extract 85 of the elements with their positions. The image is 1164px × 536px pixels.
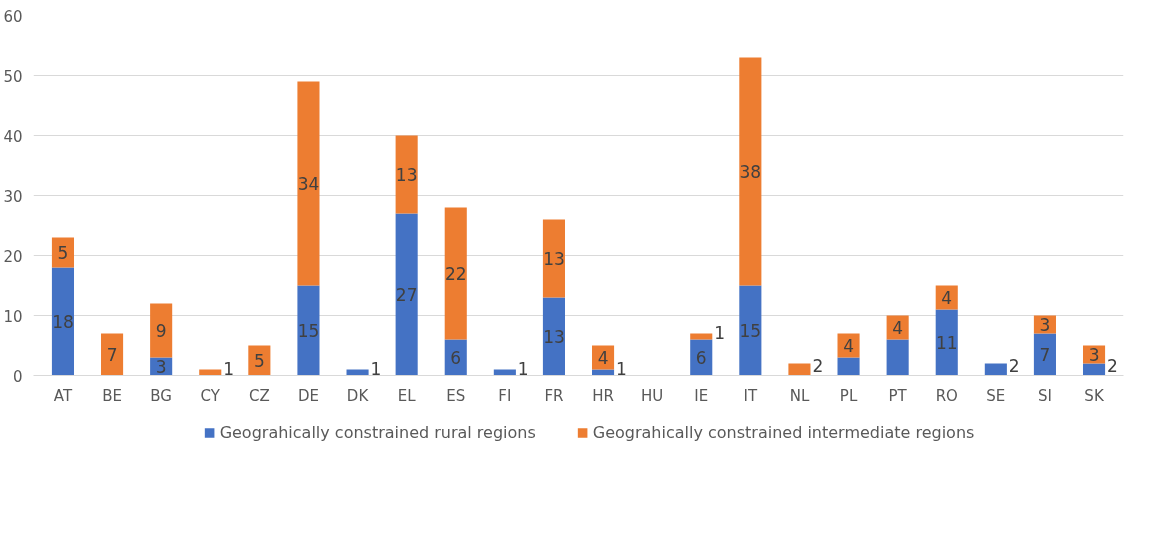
bar bbox=[395, 213, 418, 376]
x-tick-label: SK bbox=[1084, 386, 1105, 405]
data-label: 5 bbox=[253, 351, 265, 371]
bar bbox=[984, 363, 1007, 376]
x-tick-label: RO bbox=[935, 386, 958, 405]
x-tick-label: DK bbox=[346, 386, 370, 405]
data-label: 9 bbox=[155, 321, 167, 341]
bar bbox=[935, 309, 958, 376]
bar bbox=[1033, 333, 1056, 376]
x-tick-label: PL bbox=[839, 386, 858, 405]
data-label: 5 bbox=[57, 243, 69, 263]
bar bbox=[101, 333, 124, 376]
data-label: 3 bbox=[1088, 345, 1100, 365]
x-tick-label: DE bbox=[297, 386, 319, 405]
bar bbox=[837, 333, 860, 358]
data-label: 22 bbox=[444, 264, 467, 284]
data-label: 34 bbox=[297, 174, 320, 194]
y-tick-label: 10 bbox=[3, 307, 23, 326]
data-label: 4 bbox=[843, 336, 854, 356]
x-tick-label: CY bbox=[200, 386, 221, 405]
bar bbox=[739, 285, 762, 376]
data-label: 1 bbox=[616, 359, 627, 380]
x-tick-label: IT bbox=[743, 386, 758, 405]
legend-label: Geograhically constrained rural regions bbox=[219, 422, 536, 442]
x-tick-label: SE bbox=[986, 386, 1006, 405]
data-label: 4 bbox=[941, 288, 953, 308]
data-label: 1 bbox=[223, 359, 235, 380]
data-label: 3 bbox=[155, 357, 167, 377]
data-label: 15 bbox=[297, 321, 320, 341]
y-tick-label: 40 bbox=[3, 127, 23, 146]
bar bbox=[395, 135, 418, 214]
x-tick-label: HR bbox=[592, 386, 614, 405]
bar bbox=[297, 285, 320, 376]
data-label: 13 bbox=[543, 327, 565, 347]
bar bbox=[542, 297, 565, 376]
x-tick-label: IE bbox=[694, 386, 709, 405]
x-tick-label: HU bbox=[641, 386, 664, 405]
bar bbox=[444, 207, 467, 340]
data-label: 6 bbox=[695, 348, 707, 368]
y-tick-label: 0 bbox=[12, 367, 23, 386]
bar bbox=[150, 303, 173, 358]
bar bbox=[542, 219, 565, 298]
x-tick-label: AT bbox=[53, 386, 73, 405]
x-tick-label: CZ bbox=[248, 386, 270, 405]
legend-label: Geograhically constrained intermediate regions bbox=[592, 422, 975, 442]
bar bbox=[886, 339, 909, 376]
data-label: 2 bbox=[1107, 356, 1118, 377]
y-tick-label: 30 bbox=[3, 187, 23, 206]
bar bbox=[788, 363, 811, 376]
x-tick-label: NL bbox=[789, 386, 810, 405]
data-label: 1 bbox=[517, 359, 529, 380]
data-label: 15 bbox=[739, 321, 762, 341]
data-label: 7 bbox=[1039, 345, 1051, 365]
data-label: 4 bbox=[892, 318, 904, 338]
data-label: 2 bbox=[812, 356, 824, 377]
data-label: 38 bbox=[739, 162, 762, 182]
data-label: 4 bbox=[597, 348, 609, 368]
x-tick-label: SI bbox=[1037, 386, 1052, 405]
bar bbox=[1082, 363, 1106, 376]
data-label: 1 bbox=[714, 323, 726, 344]
data-label: 2 bbox=[1008, 356, 1020, 377]
y-tick-label: 20 bbox=[3, 247, 23, 266]
data-label: 7 bbox=[106, 345, 118, 365]
data-label: 6 bbox=[450, 348, 462, 368]
bar bbox=[690, 333, 713, 340]
x-tick-label: FR bbox=[544, 386, 564, 405]
data-label: 27 bbox=[395, 285, 418, 305]
data-label: 11 bbox=[935, 333, 958, 353]
x-tick-label: FI bbox=[498, 386, 512, 405]
bar bbox=[739, 57, 762, 286]
y-tick-label: 60 bbox=[3, 7, 23, 26]
bar bbox=[297, 81, 320, 286]
bar bbox=[51, 267, 75, 376]
data-label: 18 bbox=[52, 312, 74, 332]
data-label: 13 bbox=[543, 249, 565, 269]
data-label: 13 bbox=[395, 165, 418, 185]
x-tick-label: PT bbox=[888, 386, 908, 405]
bar bbox=[837, 357, 860, 376]
x-tick-label: BG bbox=[150, 386, 172, 405]
x-tick-label: ES bbox=[446, 386, 466, 405]
y-tick-label: 50 bbox=[3, 67, 23, 86]
data-label: 1 bbox=[370, 359, 382, 380]
x-tick-label: EL bbox=[397, 386, 417, 405]
data-label: 3 bbox=[1039, 315, 1051, 335]
x-tick-label: BE bbox=[102, 386, 122, 405]
